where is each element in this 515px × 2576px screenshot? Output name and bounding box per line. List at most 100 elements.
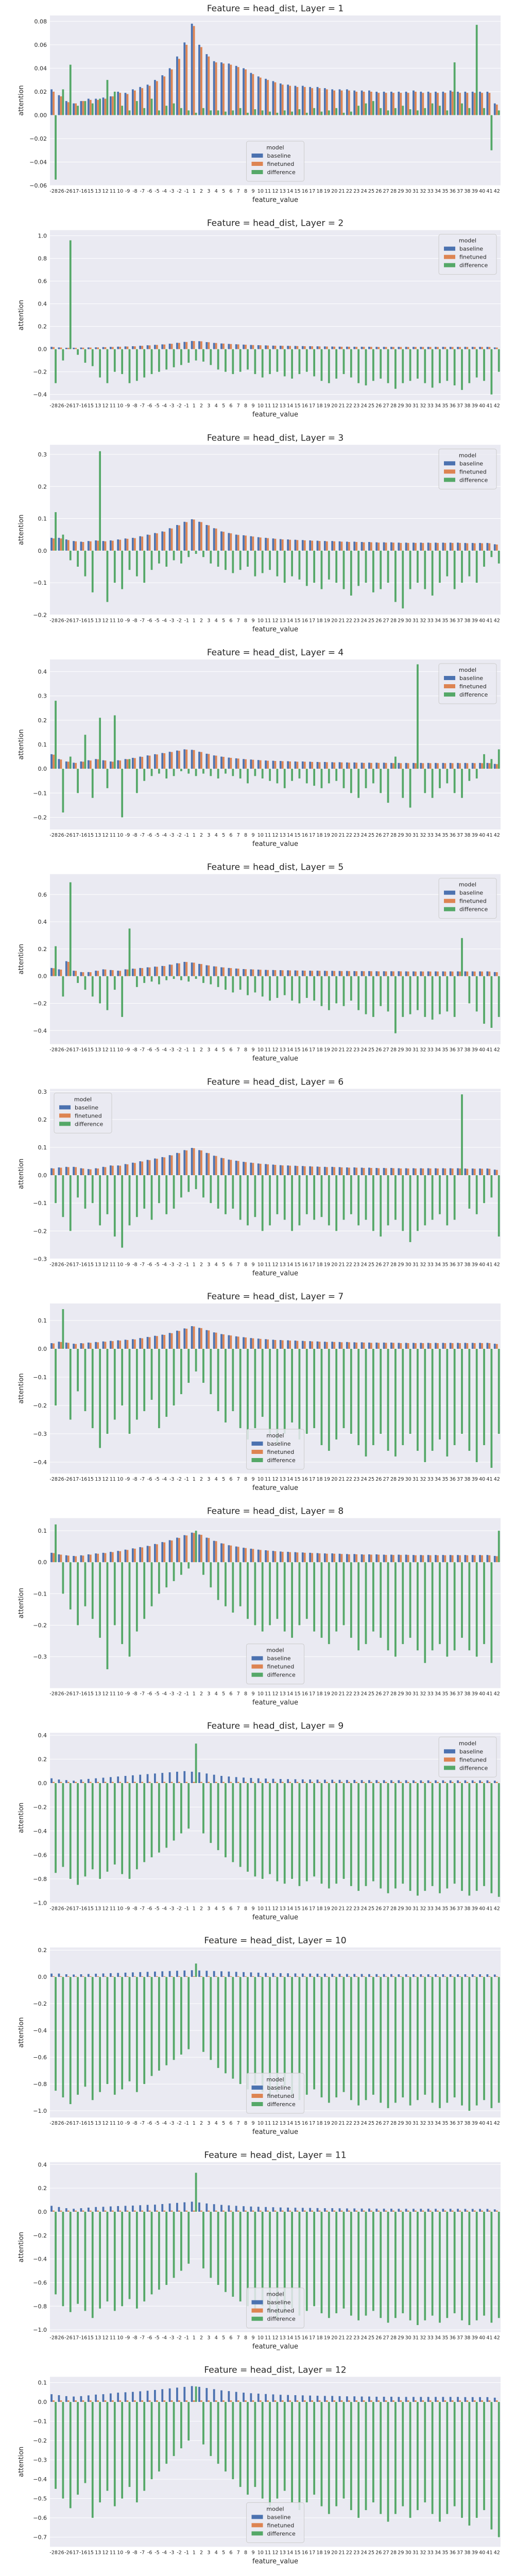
difference-bar [225,1349,227,1423]
finetuned-bar [89,1169,92,1176]
difference-bar [247,349,249,370]
difference-bar [210,110,212,115]
difference-bar [291,550,293,577]
baseline-bar [73,1974,75,1977]
finetuned-bar [325,762,328,769]
finetuned-bar [289,970,291,976]
finetuned-bar [267,2210,269,2212]
x-tick-label: 7 [237,2121,240,2126]
difference-bar [158,2211,160,2290]
finetuned-bar [400,2400,402,2402]
difference-bar [291,349,293,379]
panel-layer-2: Feature = head_dist, Layer = 21.00.80.60… [18,218,501,419]
x-tick-label: 28 [390,189,397,194]
baseline-bar [457,762,459,769]
x-tick-label: 26 [58,2335,64,2341]
legend-item-label: baseline [459,890,483,896]
difference-bar [417,1977,419,2100]
difference-bar [305,349,308,372]
panel-layer-12: Feature = head_dist, Layer = 120.10.0−0.… [18,2365,501,2565]
x-tick-label: 20 [331,1477,337,1482]
x-tick-label: 7 [237,618,240,623]
finetuned-bar [311,1166,314,1176]
legend-swatch [251,2531,263,2536]
x-tick-label: 33 [427,1691,434,1697]
finetuned-bar [67,1343,70,1349]
x-tick-label: 1 [193,2121,196,2126]
y-tick-label: −0.02 [29,135,47,142]
x-tick-label: -16 [79,2121,88,2126]
baseline-bar [338,1167,341,1176]
difference-bar [202,2211,204,2268]
finetuned-bar [451,2400,454,2402]
x-tick-label: -4 [162,1047,167,1053]
finetuned-bar [422,1976,424,1977]
x-tick-label: 36 [450,189,456,194]
difference-bar [99,2211,101,2309]
difference-bar [173,2402,175,2456]
finetuned-bar [325,2210,328,2212]
baseline-bar [346,1780,348,1783]
x-tick-label: 5 [222,2550,225,2555]
baseline-bar [73,2396,75,2402]
y-tick-label: −0.2 [33,1804,47,1810]
finetuned-bar [208,754,210,769]
difference-bar [424,976,426,1017]
difference-bar [365,976,367,1014]
difference-bar [135,1977,138,2092]
difference-bar [320,111,323,115]
difference-bar [143,2402,146,2491]
x-tick-label: 7 [237,1477,240,1482]
difference-bar [187,769,190,774]
difference-bar [350,1977,352,2100]
finetuned-bar [481,2400,483,2402]
finetuned-bar [75,541,77,551]
x-tick-label: 3 [207,1906,210,1911]
x-tick-label: 30 [405,833,411,838]
baseline-bar [413,1343,415,1349]
baseline-bar [375,91,378,115]
finetuned-bar [237,535,239,551]
legend-item-label: difference [459,1765,488,1771]
x-tick-label: -26 [64,1477,73,1482]
finetuned-bar [377,347,380,349]
finetuned-bar [437,1976,439,1977]
difference-bar [409,1783,411,1891]
finetuned-bar [163,2210,166,2212]
difference-bar [342,976,345,1006]
baseline-bar [435,2209,437,2212]
difference-bar [483,1349,485,1446]
baseline-bar [405,1554,407,1563]
x-tick-label: 33 [427,833,434,838]
legend-item-label: difference [267,1672,296,1679]
baseline-bar [279,1551,282,1563]
finetuned-bar [488,1555,491,1563]
difference-bar [461,550,463,583]
difference-bar [232,1977,234,2079]
x-tick-label: 11 [110,403,116,409]
x-axis-label: feature_value [252,1913,298,1921]
x-tick-label: 17 [309,1262,315,1267]
baseline-bar [383,971,385,976]
finetuned-bar [67,1782,70,1783]
baseline-bar [235,1160,237,1176]
baseline-bar [213,1971,215,1977]
difference-bar [335,1562,338,1632]
finetuned-bar [193,750,195,769]
difference-bar [409,109,411,115]
finetuned-bar [237,1336,239,1349]
x-tick-label: 17 [73,2550,79,2555]
finetuned-bar [178,1976,180,1977]
finetuned-bar [163,1782,166,1783]
baseline-bar [124,538,127,551]
baseline-bar [220,1776,222,1783]
difference-bar [143,2211,146,2302]
baseline-bar [486,1555,489,1563]
finetuned-bar [215,62,217,115]
difference-bar [261,769,264,779]
x-tick-label: -7 [140,1906,145,1911]
finetuned-bar [466,1555,469,1563]
y-tick-label: −0.4 [33,2256,47,2263]
baseline-bar [331,762,334,769]
baseline-bar [95,1973,97,1977]
